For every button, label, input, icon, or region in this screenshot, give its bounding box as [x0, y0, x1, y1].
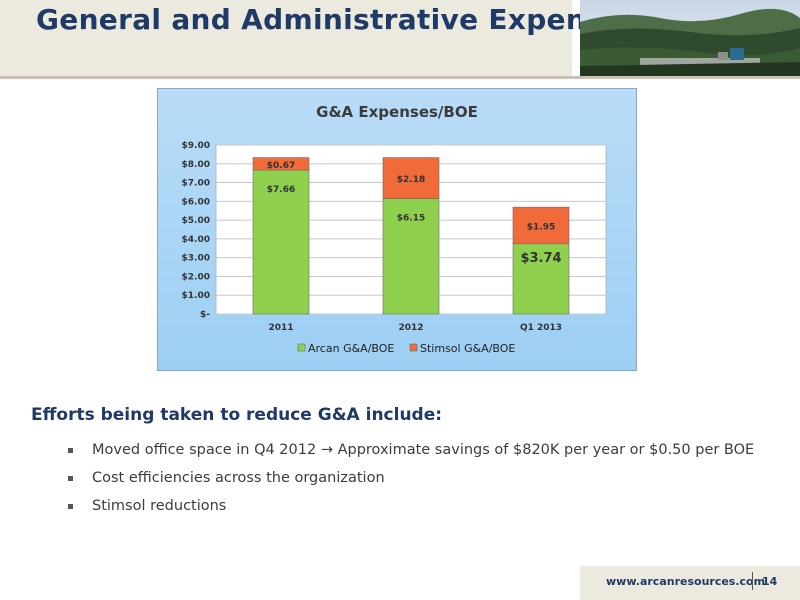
y-tick-label: $5.00	[182, 216, 210, 226]
efforts-heading: Efforts being taken to reduce G&A includ…	[31, 405, 443, 425]
bullet-square-icon	[68, 476, 73, 481]
footer-divider	[752, 572, 753, 590]
data-label: $2.18	[397, 175, 425, 185]
x-tick-label: 2012	[398, 323, 423, 333]
footer-website-link[interactable]: www.arcanresources.com	[606, 575, 766, 588]
y-tick-label: $2.00	[182, 272, 210, 282]
data-label: $0.67	[267, 161, 295, 171]
bar-arcan	[382, 198, 440, 315]
y-tick-label: $8.00	[182, 160, 210, 170]
list-item: Stimsol reductions	[68, 496, 768, 516]
legend-swatch-arcan	[297, 343, 306, 352]
data-label: $3.74	[520, 251, 561, 266]
legend-label: Stimsol G&A/BOE	[420, 342, 515, 355]
bar-arcan	[512, 243, 570, 315]
forest-landscape-photo	[580, 0, 800, 76]
bar-stimsol	[252, 157, 310, 171]
x-tick-label: 2011	[268, 323, 293, 333]
header-divider	[0, 76, 800, 79]
legend-label: Arcan G&A/BOE	[308, 342, 394, 355]
legend-swatch-stimsol	[409, 343, 418, 352]
list-item: Moved office space in Q4 2012 → Approxim…	[68, 440, 768, 460]
chart-title: G&A Expenses/BOE	[316, 103, 478, 121]
y-tick-label: $7.00	[182, 179, 210, 189]
data-label: $6.15	[397, 214, 425, 224]
x-tick-label: Q1 2013	[520, 323, 562, 333]
bullet-text: Cost efficiencies across the organizatio…	[92, 470, 385, 486]
efforts-list: Moved office space in Q4 2012 → Approxim…	[68, 440, 768, 524]
y-tick-label: $1.00	[182, 291, 210, 301]
y-tick-label: $9.00	[182, 141, 210, 151]
bullet-text: Moved office space in Q4 2012 → Approxim…	[92, 442, 755, 458]
y-tick-label: $3.00	[182, 254, 210, 264]
bullet-square-icon	[68, 448, 73, 453]
stacked-bar-chart: $- $1.00 $2.00 $3.00 $4.00 $5.00 $6.00 $7.00 $8.…	[182, 141, 607, 355]
page-number: 14	[762, 575, 778, 588]
bar-stimsol	[512, 206, 570, 245]
y-tick-label: $4.00	[182, 235, 210, 245]
bullet-square-icon	[68, 504, 73, 509]
bullet-text: Stimsol reductions	[92, 498, 227, 514]
bar-stimsol	[382, 157, 440, 199]
data-label: $1.95	[527, 222, 555, 232]
footer-band	[580, 566, 800, 600]
list-item: Cost efficiencies across the organizatio…	[68, 468, 768, 488]
y-tick-label: $-	[200, 310, 210, 320]
data-label: $7.66	[267, 185, 295, 195]
header-band	[0, 0, 572, 76]
chart-panel: G&A Expenses/BOE $- $1.00 $2.00 $3.00 $4.00 $…	[157, 88, 637, 371]
page-title: General and Administrative Expense	[36, 3, 623, 36]
y-tick-label: $6.00	[182, 197, 210, 207]
forest-landscape-image	[580, 0, 800, 76]
